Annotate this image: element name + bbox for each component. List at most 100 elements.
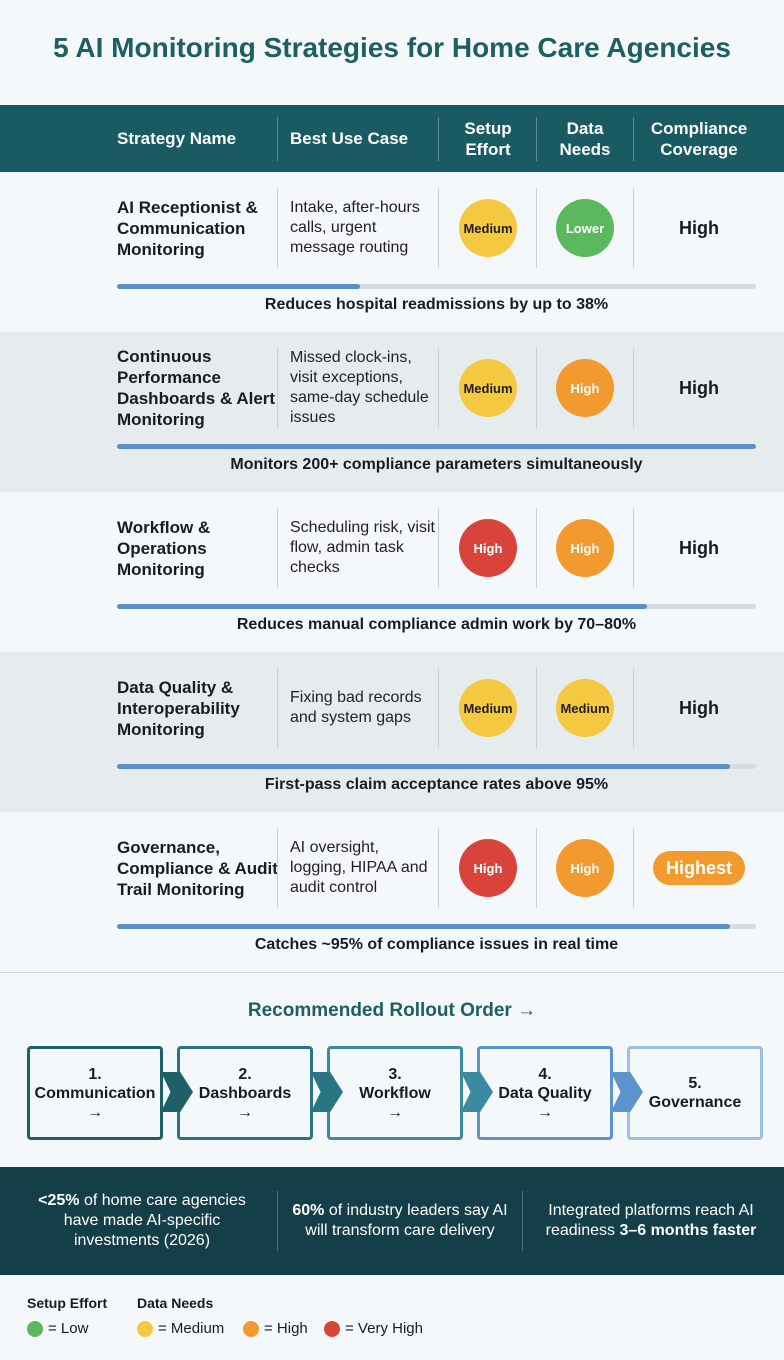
row-background	[0, 652, 784, 812]
step-number: 4.	[538, 1065, 552, 1083]
separator	[522, 1191, 523, 1251]
legend-dot	[324, 1321, 340, 1338]
strategy-name: AI Receptionist & Communication Monitori…	[117, 197, 258, 259]
separator	[536, 668, 537, 748]
row-background	[0, 812, 784, 972]
header-cell: Data Needs	[559, 118, 611, 159]
rollout-step: 1. Communication →	[27, 1046, 163, 1140]
setup-badge: High	[459, 839, 517, 897]
progress-bar	[117, 444, 756, 449]
separator	[536, 348, 537, 428]
coverage: High	[679, 377, 719, 398]
separator	[438, 668, 439, 748]
legend-label: = High	[264, 1320, 308, 1337]
step-number: 5.	[688, 1075, 702, 1092]
rollout-step: 2. Dashboards →	[177, 1046, 313, 1140]
separator	[633, 188, 634, 268]
stat-highlight: 3–6 months faster	[619, 1222, 757, 1239]
use-case: Missed clock-ins, visit exceptions, same…	[290, 349, 429, 426]
header-cell: Compliance Coverage	[650, 118, 748, 159]
progress-bar	[117, 604, 648, 609]
separator	[536, 828, 537, 908]
row-note: First-pass claim acceptance rates above …	[264, 776, 609, 793]
stat-text: of industry leaders say AI will transfor…	[305, 1202, 508, 1239]
legend-title: Setup Effort	[27, 1295, 108, 1311]
step-arrow: →	[537, 1103, 553, 1121]
separator	[277, 508, 278, 588]
separator	[277, 828, 278, 908]
separator	[438, 188, 439, 268]
legend-dot	[243, 1321, 259, 1338]
separator	[277, 117, 278, 161]
row-background	[0, 172, 784, 332]
strategy-name: Continuous Performance Dashboards & Aler…	[117, 347, 276, 429]
legend-item: = Low	[27, 1320, 89, 1338]
rollout-step: 3. Workflow →	[327, 1046, 463, 1140]
legend-dot	[137, 1321, 153, 1338]
legend-label: = Medium	[158, 1320, 225, 1337]
coverage-pill: Highest	[653, 851, 745, 885]
progress-bar	[117, 764, 731, 769]
separator	[438, 348, 439, 428]
progress-bar	[117, 924, 731, 929]
separator	[277, 348, 278, 428]
legend-item: = High	[243, 1320, 308, 1338]
stat-highlight: 60%	[292, 1202, 325, 1219]
legend-item: = Very High	[324, 1320, 423, 1338]
step-name: Dashboards	[198, 1084, 292, 1102]
stat-highlight: <25%	[38, 1192, 80, 1209]
step-number: 2.	[238, 1065, 252, 1083]
row-background	[0, 332, 784, 492]
rollout-step: 4. Data Quality →	[477, 1046, 613, 1140]
stat: <25% of home care agencies have made AI-…	[27, 1167, 257, 1275]
step-arrow: →	[237, 1103, 253, 1121]
use-case: Fixing bad records and system gaps	[290, 689, 422, 726]
legend-item: = Medium	[137, 1320, 225, 1338]
stat: 60% of industry leaders say AI will tran…	[285, 1167, 515, 1275]
data-badge: Lower	[556, 199, 614, 257]
stat-text: Integrated platforms reach AI readiness	[545, 1202, 754, 1239]
separator	[438, 828, 439, 908]
header-cell: Setup Effort	[464, 118, 512, 159]
separator	[277, 188, 278, 268]
use-case: AI oversight, logging, HIPAA and audit c…	[290, 839, 428, 896]
separator	[633, 668, 634, 748]
separator	[438, 508, 439, 588]
stats-band: <25% of home care agencies have made AI-…	[0, 1167, 784, 1275]
setup-badge: High	[459, 519, 517, 577]
step-arrow: →	[87, 1103, 103, 1121]
stat-text: of home care agencies have made AI-speci…	[63, 1192, 246, 1249]
row-note: Reduces hospital readmissions by up to 3…	[264, 296, 609, 313]
step-arrow: →	[387, 1103, 403, 1121]
row-note: Catches ~95% of compliance issues in rea…	[254, 936, 619, 953]
separator	[536, 117, 537, 161]
data-badge: High	[556, 519, 614, 577]
separator	[536, 508, 537, 588]
step-name: Data Quality	[498, 1084, 592, 1102]
use-case: Scheduling risk, visit flow, admin task …	[290, 519, 435, 576]
separator	[633, 117, 634, 161]
step-number: 1.	[88, 1065, 102, 1083]
legend-label: = Low	[48, 1320, 89, 1337]
strategy-name: Data Quality & Interoperability Monitori…	[117, 677, 240, 739]
strategy-name: Workflow & Operations Monitoring	[117, 517, 211, 579]
data-badge: Medium	[556, 679, 614, 737]
separator	[633, 828, 634, 908]
step-name: Workflow	[359, 1084, 431, 1102]
row-note: Reduces manual compliance admin work by …	[236, 616, 637, 633]
coverage: High	[679, 217, 719, 238]
separator	[277, 668, 278, 748]
rollout-step: 5. Governance	[627, 1046, 763, 1140]
rollout-title: Recommended Rollout Order →	[247, 1000, 537, 1021]
strategy-name: Governance, Compliance & Audit Trail Mon…	[117, 837, 278, 899]
separator	[633, 508, 634, 588]
row-note: Monitors 200+ compliance parameters simu…	[230, 456, 643, 473]
setup-badge: Medium	[459, 359, 517, 417]
coverage: High	[679, 537, 719, 558]
progress-track	[117, 284, 756, 289]
header-cell: Best Use Case	[290, 129, 409, 148]
separator	[438, 117, 439, 161]
data-badge: High	[556, 359, 614, 417]
setup-badge: Medium	[459, 679, 517, 737]
